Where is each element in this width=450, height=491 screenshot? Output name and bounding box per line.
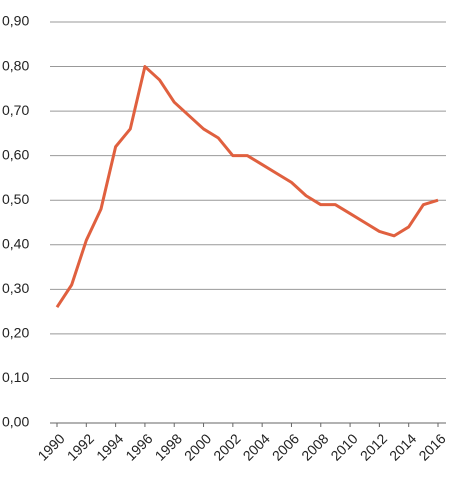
y-tick-label: 0,20 — [2, 325, 29, 341]
y-tick-label: 0,80 — [2, 57, 29, 73]
x-tick-label: 2008 — [298, 430, 331, 463]
x-tick-label: 1990 — [34, 430, 67, 463]
y-tick-label: 0,10 — [2, 369, 29, 385]
x-tick-label: 2002 — [210, 430, 243, 463]
series-line — [55, 65, 439, 308]
y-tick-label: 0,60 — [2, 146, 29, 162]
x-tick-label: 1994 — [93, 430, 126, 463]
y-tick-label: 0,00 — [2, 414, 29, 430]
x-tick-label: 1998 — [152, 430, 185, 463]
y-tick-label: 0,70 — [2, 102, 29, 118]
x-tick-label: 2006 — [269, 430, 302, 463]
x-tick-label: 1992 — [64, 430, 97, 463]
y-tick-label: 0,40 — [2, 235, 29, 251]
x-tick-label: 2004 — [240, 430, 273, 463]
y-tick-label: 0,50 — [2, 191, 29, 207]
x-tick-label: 2014 — [386, 430, 419, 463]
y-tick-label: 0,90 — [2, 13, 29, 29]
x-tick-label: 2000 — [181, 430, 214, 463]
y-tick-label: 0,30 — [2, 280, 29, 296]
x-tick-label: 1996 — [122, 430, 155, 463]
x-tick-label: 2010 — [327, 430, 360, 463]
x-tick-label: 2016 — [415, 430, 448, 463]
x-tick-label: 2012 — [357, 430, 390, 463]
